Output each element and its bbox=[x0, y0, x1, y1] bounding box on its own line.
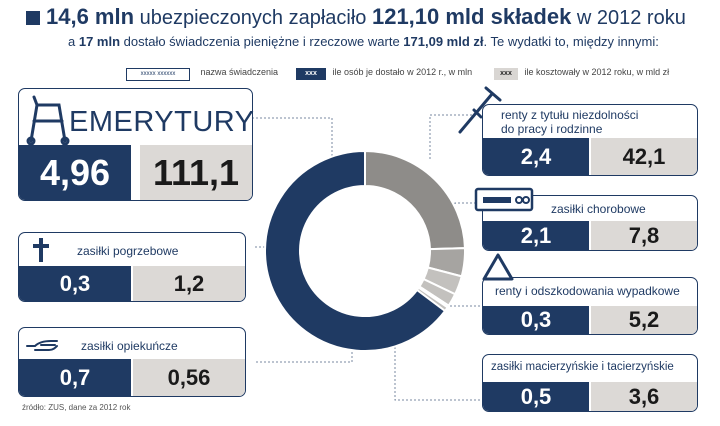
legend-people-item: xxx ile osób je dostało w 2012 r., w mln bbox=[296, 67, 472, 80]
donut-slice-emerytury-0 bbox=[264, 149, 447, 352]
legend-cost-item: xxx ile kosztowały w 2012 roku, w mld zł bbox=[494, 67, 669, 80]
headline: 14,6 mln ubezpieczonych zapłaciło 121,10… bbox=[26, 4, 686, 30]
walker-icon bbox=[26, 95, 70, 145]
subheadline-recipients: 17 mln bbox=[78, 34, 121, 49]
donut-slice-renty-1 bbox=[364, 149, 466, 251]
wypadkowe-title: renty i odszkodowania wypadkowe bbox=[495, 284, 680, 298]
headline-text1: ubezpieczonych zapłaciło bbox=[134, 7, 372, 29]
macierzynskie-people: 0,5 bbox=[483, 382, 589, 411]
chorobowe-cost: 7,8 bbox=[591, 221, 697, 250]
pogrzebowe-title: zasiłki pogrzebowe bbox=[77, 244, 179, 258]
subheadline-text2: dostało świadczenia pieniężne i rzeczowe… bbox=[120, 34, 404, 49]
leader-line-emerytury bbox=[252, 117, 333, 160]
renty-people: 2,4 bbox=[483, 138, 589, 175]
emerytury-people: 4,96 bbox=[19, 145, 131, 200]
renty-cost: 42,1 bbox=[591, 138, 697, 175]
card-wypadkowe: renty i odszkodowania wypadkowe 0,3 5,2 bbox=[482, 277, 698, 335]
card-emerytury: EMERYTURY 4,96 111,1 bbox=[18, 88, 255, 201]
macierzynskie-title: zasiłki macierzyńskie i tacierzyńskie bbox=[491, 361, 674, 373]
card-renty: renty z tytułu niezdolności do pracy i r… bbox=[482, 104, 698, 176]
opiekuncze-title: zasiłki opiekuńcze bbox=[81, 339, 178, 353]
legend-name-sample: xxxxx xxxxxx bbox=[126, 68, 190, 81]
cross-icon bbox=[33, 238, 49, 262]
source-note: źródło: ZUS, dane za 2012 rok bbox=[22, 403, 131, 412]
subheadline-text3: . Te wydatki to, między innymi: bbox=[483, 34, 659, 49]
pogrzebowe-people: 0,3 bbox=[19, 266, 131, 301]
headline-insured: 14,6 mln bbox=[46, 4, 135, 29]
wypadkowe-cost: 5,2 bbox=[591, 306, 697, 334]
headline-square-icon bbox=[26, 11, 40, 25]
headline-contributions: 121,10 mld składek bbox=[371, 4, 572, 29]
legend-people-label: ile osób je dostało w 2012 r., w mln bbox=[332, 67, 473, 77]
legend-name-label: nazwa świadczenia bbox=[200, 67, 279, 77]
opiekuncze-people: 0,7 bbox=[19, 359, 131, 396]
emerytury-cost: 111,1 bbox=[140, 145, 252, 200]
legend-cost-label: ile kosztowały w 2012 roku, w mld zł bbox=[524, 67, 670, 77]
subheadline-total: 171,09 mld zł bbox=[403, 34, 484, 49]
renty-title: renty z tytułu niezdolności do pracy i r… bbox=[501, 108, 638, 136]
renty-title-line2: do pracy i rodzinne bbox=[501, 122, 603, 136]
macierzynskie-cost: 3,6 bbox=[591, 382, 697, 411]
crutch-icon bbox=[458, 86, 502, 134]
chorobowe-title: zasiłki chorobowe bbox=[551, 202, 646, 216]
leader-line-macierzynskie bbox=[394, 330, 480, 401]
subheadline-text1: a bbox=[68, 34, 79, 49]
leader-line-renty bbox=[429, 114, 480, 160]
warning-triangle-icon bbox=[482, 253, 514, 281]
renty-title-line1: renty z tytułu niezdolności bbox=[501, 108, 639, 122]
card-opiekuncze: zasiłki opiekuńcze 0,7 0,56 bbox=[18, 327, 246, 397]
headline-text2: w 2012 roku bbox=[571, 7, 686, 29]
hands-icon bbox=[26, 340, 58, 351]
donut-chart bbox=[264, 149, 466, 352]
legend-cost-sample: xxx bbox=[494, 68, 518, 80]
legend-people-sample: xxx bbox=[296, 68, 326, 80]
opiekuncze-cost: 0,56 bbox=[133, 359, 245, 396]
card-macierzynskie: zasiłki macierzyńskie i tacierzyńskie 0,… bbox=[482, 354, 698, 412]
legend-name-item: xxxxx xxxxxx nazwa świadczenia bbox=[126, 67, 278, 81]
subheadline: a 17 mln dostało świadczenia pieniężne i… bbox=[68, 34, 659, 49]
chorobowe-people: 2,1 bbox=[483, 221, 589, 250]
wypadkowe-people: 0,3 bbox=[483, 306, 589, 334]
emerytury-title: EMERYTURY bbox=[69, 106, 255, 138]
pogrzebowe-cost: 1,2 bbox=[133, 266, 245, 301]
card-pogrzebowe: zasiłki pogrzebowe 0,3 1,2 bbox=[18, 232, 246, 302]
thermometer-icon bbox=[474, 187, 534, 212]
